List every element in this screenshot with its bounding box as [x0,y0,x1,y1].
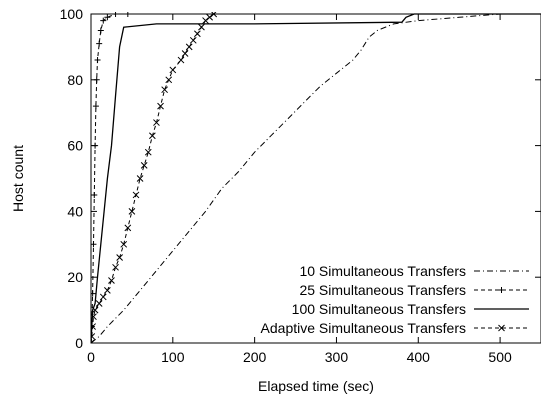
series-2 [91,12,131,343]
y-tick-label: 20 [67,269,83,285]
x-tick-label: 0 [87,349,95,365]
data-point [108,277,115,284]
data-point [91,306,99,314]
data-point [104,14,111,21]
data-point [206,13,213,21]
data-point [94,57,101,64]
series-layer [91,12,541,343]
data-point [91,323,96,330]
data-point [181,50,189,57]
data-point [96,40,103,47]
data-point [99,293,107,301]
x-tick-label: 400 [407,349,431,365]
y-tick-label: 100 [60,6,84,22]
data-point [210,12,218,18]
x-tick-label: 100 [161,349,185,365]
data-point [132,191,140,199]
series-1 [91,13,501,343]
y-axis-title: Host count [10,145,26,212]
data-point [112,263,119,271]
data-point [124,224,132,232]
data-point [92,142,99,149]
data-point [100,17,107,24]
legend-label: 100 Simultaneous Transfers [292,301,466,317]
data-point [153,119,160,126]
legend: 10 Simultaneous Transfers 25 Simultaneous… [261,263,529,336]
data-point [128,208,136,215]
y-tick-label: 0 [75,335,83,351]
series-line [91,13,128,343]
data-point [177,56,185,64]
series-line [91,13,215,343]
y-tick-label: 60 [67,138,83,154]
data-point [91,339,95,343]
data-point [498,324,505,332]
data-point [498,287,505,293]
data-point [136,175,144,182]
data-point [140,161,148,169]
data-point [112,12,119,17]
data-point [116,254,123,261]
data-point [120,240,128,248]
y-tick-label: 40 [67,203,83,219]
data-point [91,241,97,248]
legend-label: Adaptive Simultaneous Transfers [261,320,466,336]
series-line [91,13,501,343]
data-point [97,27,104,34]
data-point [91,191,98,198]
x-tick-label: 300 [325,349,349,365]
axes: 0 100 200 300 400 500 0 20 40 60 80 100 [60,6,541,365]
series-line [91,13,541,343]
series-3 [91,13,541,343]
data-point [165,76,173,84]
x-tick-label: 500 [488,349,512,365]
x-tick-label: 200 [243,349,267,365]
plot-frame [90,13,541,344]
data-point [185,43,193,51]
data-point [189,36,197,44]
data-point [95,300,103,307]
data-point [91,333,96,340]
data-point [144,148,152,156]
data-point [104,287,111,294]
data-point [202,17,209,24]
x-axis-title: Elapsed time (sec) [258,378,374,394]
legend-label: 10 Simultaneous Transfers [299,263,466,279]
series-4 [91,12,218,343]
legend-label: 25 Simultaneous Transfers [299,282,466,298]
data-point [194,30,201,38]
data-point [161,86,168,94]
data-point [91,313,97,321]
data-point [92,103,99,110]
data-point [124,12,131,17]
data-point [157,102,164,110]
y-tick-label: 80 [67,72,83,88]
data-point [198,23,205,31]
data-point [149,132,156,140]
data-point [169,66,177,74]
data-point [91,290,96,297]
data-point [93,76,100,83]
